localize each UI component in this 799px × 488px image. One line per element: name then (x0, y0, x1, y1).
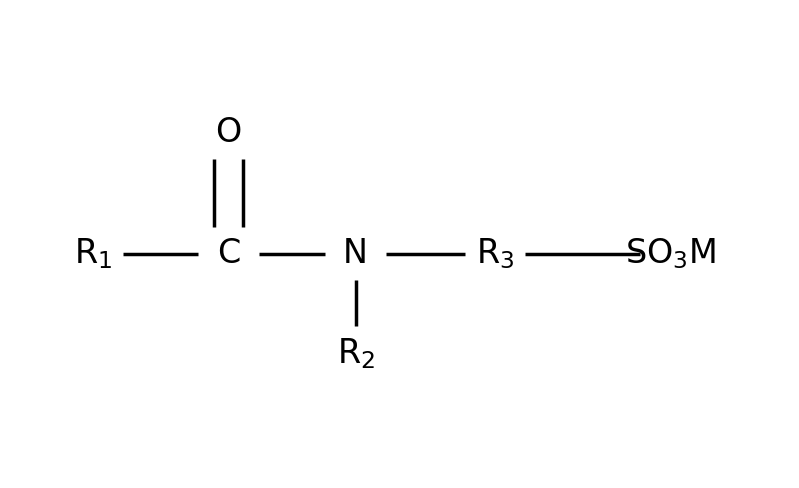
Text: R$_1$: R$_1$ (74, 236, 112, 271)
Text: O: O (215, 116, 241, 149)
Text: C: C (217, 237, 240, 270)
Text: R$_2$: R$_2$ (336, 336, 375, 370)
Text: R$_3$: R$_3$ (476, 236, 515, 271)
Text: SO$_3$M: SO$_3$M (625, 236, 716, 271)
Text: N: N (344, 237, 368, 270)
